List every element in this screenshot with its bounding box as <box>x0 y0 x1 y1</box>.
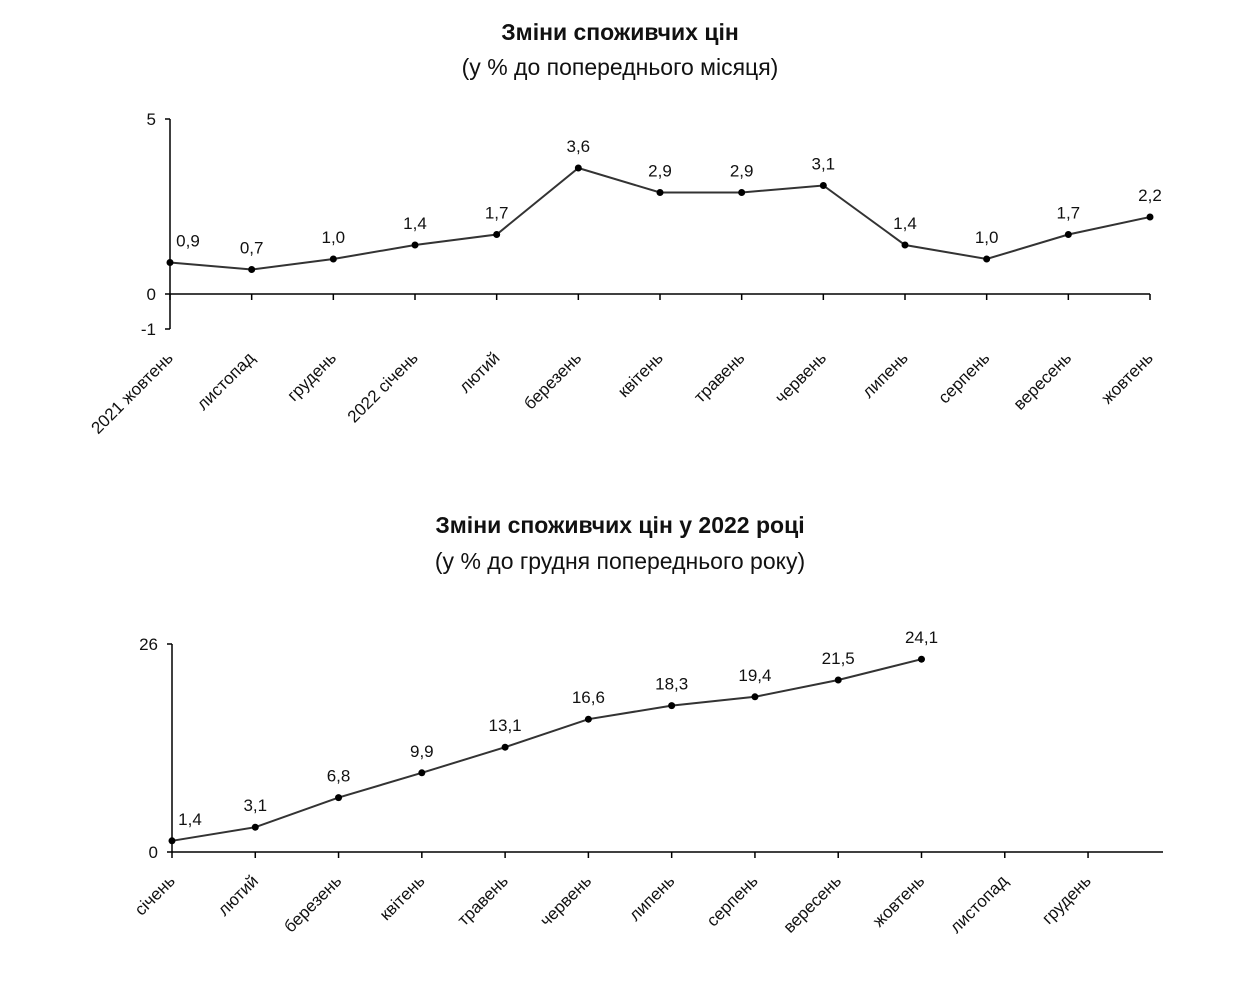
data-point <box>738 189 746 196</box>
data-point <box>411 241 419 249</box>
data-point <box>751 693 759 701</box>
x-tick-label: жовтень <box>1098 348 1157 407</box>
x-tick-label: травень <box>454 871 512 929</box>
data-point <box>335 794 343 802</box>
x-tick-label: листопад <box>946 871 1011 936</box>
data-label: 0,9 <box>176 232 200 251</box>
data-point <box>418 769 426 777</box>
data-label: 9,9 <box>410 742 434 761</box>
data-label: 0,7 <box>240 239 264 258</box>
x-tick-label: 2021 жовтень <box>88 348 177 437</box>
data-label: 19,4 <box>738 666 771 685</box>
x-tick-label: листопад <box>193 348 258 413</box>
data-label: 6,8 <box>327 767 351 786</box>
data-point <box>329 255 337 263</box>
x-tick-label: квітень <box>376 871 429 924</box>
y-tick-label: 26 <box>139 635 158 654</box>
data-label: 24,1 <box>905 628 938 647</box>
x-tick-label: липень <box>625 871 678 924</box>
data-point <box>574 164 582 172</box>
y-tick-label: 0 <box>149 843 158 862</box>
data-point <box>901 241 909 249</box>
data-point <box>501 743 509 751</box>
data-label: 1,7 <box>485 204 509 223</box>
data-point <box>917 655 925 663</box>
x-tick-label: вересень <box>1010 348 1075 413</box>
x-tick-label: жовтень <box>869 871 928 930</box>
data-label: 1,0 <box>975 228 999 247</box>
x-tick-label: березень <box>520 348 585 413</box>
data-label: 1,0 <box>322 228 346 247</box>
chart-subtitle: (у % до грудня попереднього року) <box>435 548 805 574</box>
chart-title: Зміни споживчих цін у 2022 році <box>435 512 804 538</box>
x-tick-label: червень <box>771 348 830 407</box>
data-point <box>493 231 501 238</box>
x-tick-label: лютий <box>455 348 503 396</box>
y-tick-label: 5 <box>147 110 156 129</box>
data-label: 1,4 <box>893 214 917 233</box>
x-tick-label: березень <box>280 871 345 936</box>
data-point <box>819 182 827 189</box>
data-point <box>166 259 174 266</box>
x-tick-label: січень <box>131 871 179 919</box>
data-line <box>169 166 1151 271</box>
data-point <box>668 702 676 710</box>
data-line <box>171 658 922 842</box>
x-tick-label: липень <box>859 348 912 401</box>
data-label: 3,1 <box>243 796 267 815</box>
data-label: 1,4 <box>178 810 202 829</box>
data-label: 13,1 <box>489 716 522 735</box>
data-label: 2,9 <box>730 162 754 181</box>
x-tick-label: лютий <box>214 871 262 919</box>
x-tick-label: квітень <box>614 348 667 401</box>
x-tick-label: червень <box>536 871 595 930</box>
data-label: 1,4 <box>403 214 427 233</box>
chart-subtitle: (у % до попереднього місяця) <box>462 54 779 80</box>
x-tick-label: грудень <box>284 348 341 405</box>
x-tick-label: грудень <box>1038 871 1095 928</box>
y-tick-label: -1 <box>141 320 156 339</box>
data-point <box>248 266 256 273</box>
data-label: 1,7 <box>1057 204 1081 223</box>
data-label: 2,9 <box>648 162 672 181</box>
data-label: 3,1 <box>812 155 836 174</box>
x-tick-label: 2022 січень <box>344 348 422 426</box>
data-label: 16,6 <box>572 688 605 707</box>
data-label: 2,2 <box>1138 186 1162 205</box>
x-tick-label: вересень <box>780 871 845 936</box>
data-point <box>168 837 176 845</box>
data-label: 18,3 <box>655 675 688 694</box>
data-label: 21,5 <box>822 649 855 668</box>
y-tick-label: 0 <box>147 285 156 304</box>
data-point <box>251 823 259 831</box>
chart-title: Зміни споживчих цін <box>501 19 738 45</box>
x-tick-label: травень <box>690 348 748 406</box>
data-point <box>1146 213 1154 221</box>
data-point <box>983 255 991 263</box>
data-point <box>834 676 842 684</box>
data-point <box>656 189 664 196</box>
data-point <box>1064 231 1072 238</box>
x-tick-label: серпень <box>935 348 994 407</box>
data-label: 3,6 <box>567 137 591 156</box>
data-point <box>584 715 592 723</box>
x-tick-label: серпень <box>703 871 762 930</box>
